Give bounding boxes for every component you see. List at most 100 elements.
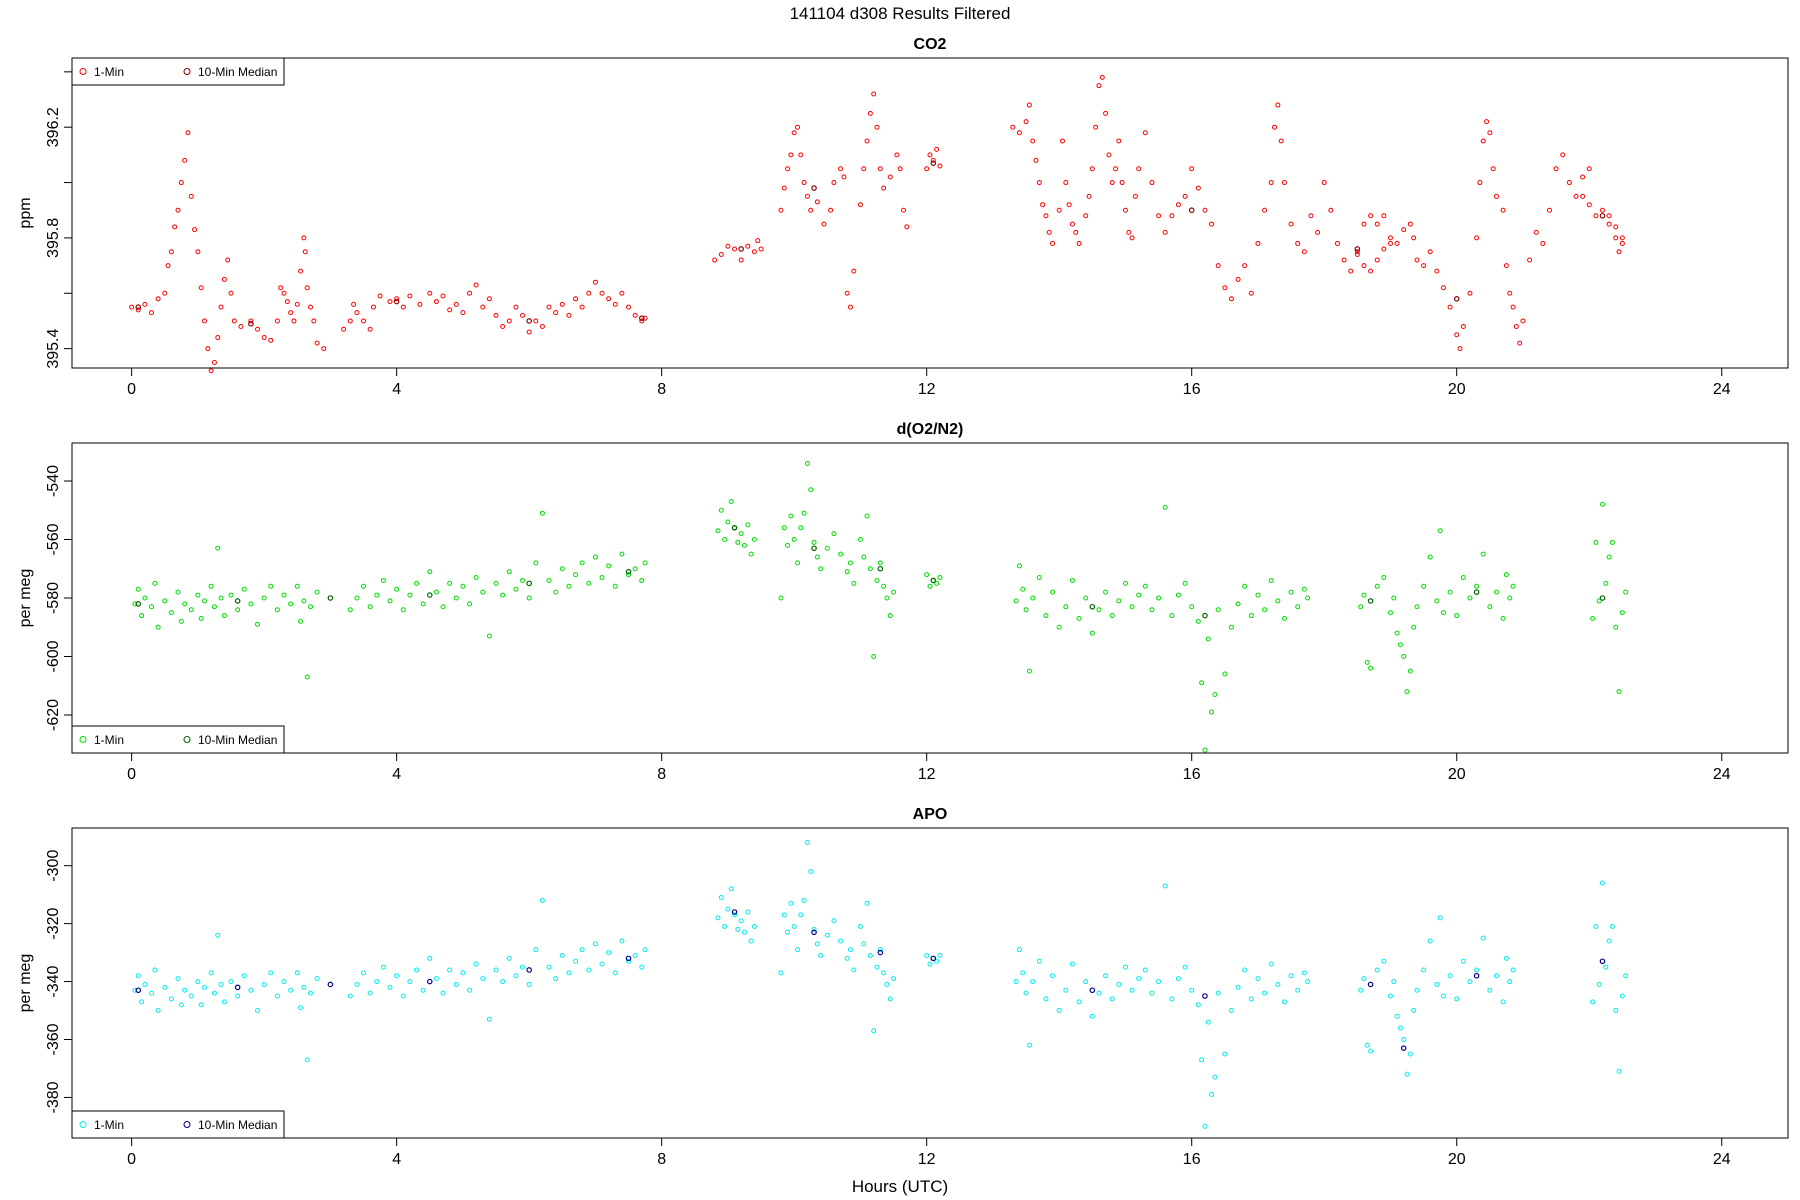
data-point-1-min xyxy=(1387,235,1393,241)
data-point-1-min xyxy=(867,110,873,116)
data-point-1-min xyxy=(1278,138,1284,144)
data-point-10-min-median xyxy=(1400,1045,1407,1051)
data-point-1-min xyxy=(612,970,618,976)
data-point-1-min xyxy=(599,290,605,296)
data-point-1-min xyxy=(1493,589,1499,595)
data-point-1-min xyxy=(1050,589,1056,595)
data-point-1-min xyxy=(198,615,204,621)
x-tick-label: 16 xyxy=(1183,766,1201,783)
data-point-1-min xyxy=(798,912,804,918)
series-1-min xyxy=(129,74,1625,374)
data-point-1-min xyxy=(1126,229,1132,235)
data-point-1-min xyxy=(1480,138,1486,144)
data-point-1-min xyxy=(900,207,906,213)
series-10-min-median xyxy=(135,909,1606,1051)
data-point-1-min xyxy=(1434,598,1440,604)
data-point-1-min xyxy=(857,924,863,930)
data-point-1-min xyxy=(1262,607,1268,613)
data-point-1-min xyxy=(718,507,724,513)
y-tick-label: -620 xyxy=(45,699,62,731)
legend-marker-10-min-median xyxy=(183,68,191,75)
data-point-1-min xyxy=(1454,332,1460,338)
data-point-1-min xyxy=(1368,1048,1374,1054)
data-point-1-min xyxy=(1043,996,1049,1002)
data-point-1-min xyxy=(274,318,280,324)
data-point-1-min xyxy=(513,973,519,979)
data-point-1-min xyxy=(798,152,804,158)
data-point-10-min-median xyxy=(1367,981,1374,988)
x-tick-label: 16 xyxy=(1183,381,1201,398)
data-point-1-min xyxy=(1199,1057,1205,1063)
data-point-1-min xyxy=(1089,630,1095,636)
data-point-1-min xyxy=(864,900,870,906)
data-point-1-min xyxy=(1480,935,1486,941)
data-point-1-min xyxy=(526,595,532,601)
data-point-10-min-median xyxy=(327,981,334,988)
data-point-1-min xyxy=(1122,207,1128,213)
data-point-1-min xyxy=(387,984,393,990)
data-point-1-min xyxy=(1414,257,1420,263)
data-point-1-min xyxy=(314,589,320,595)
data-point-1-min xyxy=(801,180,807,186)
data-point-1-min xyxy=(1616,689,1622,695)
chart-panel-2: d(O2/N2) 0 4 8 12 16 20 24 -540 -560 -580 -600 -620 p… xyxy=(17,421,1789,783)
legend: 1-Min 10-Min Median xyxy=(71,725,285,754)
data-point-1-min xyxy=(1573,193,1579,199)
data-point-1-min xyxy=(612,583,618,589)
data-point-1-min xyxy=(887,613,893,619)
data-point-1-min xyxy=(642,315,648,321)
data-point-10-min-median xyxy=(1367,598,1374,604)
data-point-1-min xyxy=(1228,296,1234,302)
data-point-1-min xyxy=(288,310,294,316)
data-point-1-min xyxy=(861,166,867,172)
data-point-1-min xyxy=(500,592,506,598)
data-point-1-min xyxy=(301,598,307,604)
data-point-1-min xyxy=(1089,1013,1095,1019)
data-point-1-min xyxy=(493,580,499,586)
data-point-1-min xyxy=(1447,589,1453,595)
data-point-1-min xyxy=(1228,1008,1234,1014)
data-point-1-min xyxy=(354,595,360,601)
data-point-1-min xyxy=(1036,180,1042,186)
data-point-1-min xyxy=(1361,221,1367,227)
data-point-1-min xyxy=(758,246,764,252)
data-point-1-min xyxy=(1341,257,1347,263)
data-point-1-min xyxy=(261,595,267,601)
data-point-1-min xyxy=(1507,979,1513,985)
data-point-1-min xyxy=(828,207,834,213)
data-point-1-min xyxy=(794,124,800,130)
data-point-1-min xyxy=(1460,958,1466,964)
data-point-1-min xyxy=(1119,180,1125,186)
data-point-1-min xyxy=(198,1002,204,1008)
data-point-10-min-median xyxy=(738,246,744,252)
data-point-1-min xyxy=(1268,961,1274,967)
data-point-1-min xyxy=(927,961,933,967)
y-tick-label: -540 xyxy=(45,465,62,497)
data-point-1-min xyxy=(1056,207,1062,213)
series-1-min xyxy=(132,460,1629,753)
data-point-1-min xyxy=(1142,583,1148,589)
legend-marker-1-min xyxy=(79,68,87,75)
data-point-1-min xyxy=(579,560,585,566)
data-point-1-min xyxy=(1149,990,1155,996)
data-point-1-min xyxy=(937,575,943,581)
data-point-1-min xyxy=(722,924,728,930)
data-point-1-min xyxy=(1500,207,1506,213)
data-point-1-min xyxy=(354,981,360,987)
data-point-1-min xyxy=(904,224,910,230)
data-point-1-min xyxy=(559,301,565,307)
data-point-10-min-median xyxy=(393,298,400,305)
data-point-1-min xyxy=(632,952,638,958)
data-point-1-min xyxy=(831,531,837,537)
data-point-1-min xyxy=(1374,257,1380,263)
data-point-1-min xyxy=(592,941,598,947)
data-point-1-min xyxy=(606,950,612,956)
data-point-1-min xyxy=(1404,689,1410,695)
data-point-1-min xyxy=(1474,583,1480,589)
data-point-1-min xyxy=(821,221,827,227)
x-tick-label: 8 xyxy=(657,381,666,398)
data-point-1-min xyxy=(1427,249,1433,255)
data-point-1-min xyxy=(573,958,579,964)
data-point-1-min xyxy=(1580,193,1586,199)
